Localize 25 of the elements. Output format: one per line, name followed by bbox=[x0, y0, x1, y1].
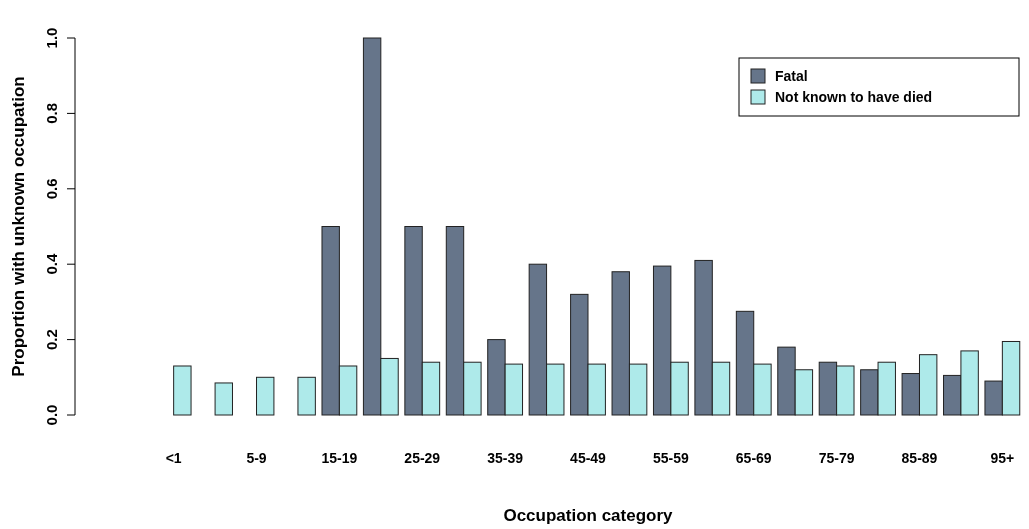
legend-label: Not known to have died bbox=[775, 89, 933, 105]
x-axis-title: Occupation category bbox=[503, 506, 674, 525]
x-tick-label: 65-69 bbox=[735, 450, 772, 466]
x-tick-label: 25-29 bbox=[404, 450, 441, 466]
y-tick-label: 0.6 bbox=[43, 178, 60, 200]
x-tick-label: 85-89 bbox=[901, 450, 938, 466]
x-tick-label: 75-79 bbox=[818, 450, 855, 466]
y-tick-label: 0.2 bbox=[43, 329, 60, 351]
y-axis-title: Proportion with unknown occupation bbox=[9, 76, 28, 377]
x-tick-label: 45-49 bbox=[570, 450, 607, 466]
y-tick-label: 0.0 bbox=[43, 404, 60, 426]
x-tick-label: <1 bbox=[165, 450, 182, 466]
legend-label: Fatal bbox=[775, 68, 808, 84]
bar bbox=[256, 376, 275, 416]
x-tick-label: 35-39 bbox=[487, 450, 524, 466]
bar bbox=[297, 376, 316, 416]
y-tick-label: 0.8 bbox=[43, 102, 60, 124]
y-tick-label: 0.4 bbox=[43, 253, 60, 275]
x-tick-label: 55-59 bbox=[652, 450, 689, 466]
y-tick-label: 1.0 bbox=[43, 27, 60, 49]
bar bbox=[173, 365, 192, 416]
bar bbox=[214, 382, 233, 416]
x-tick-label: 95+ bbox=[990, 450, 1015, 466]
x-tick-label: 15-19 bbox=[321, 450, 358, 466]
x-tick-label: 5-9 bbox=[246, 450, 267, 466]
